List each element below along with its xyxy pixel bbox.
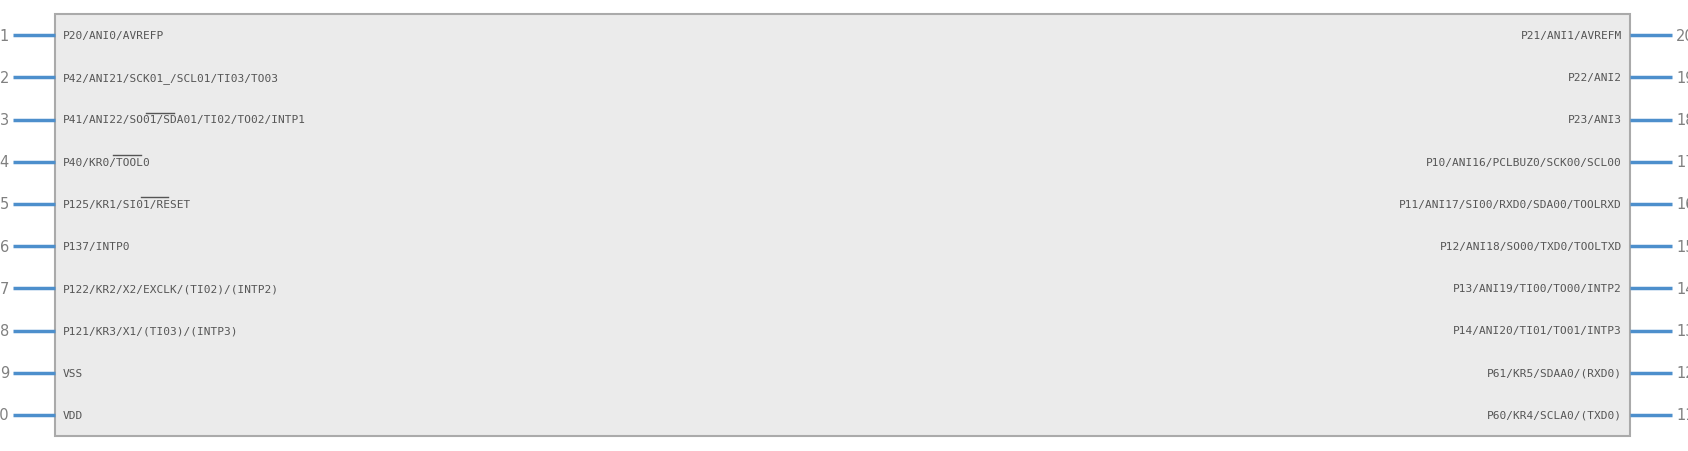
Text: 19: 19 <box>1676 71 1688 86</box>
Text: 14: 14 <box>1676 281 1688 296</box>
Text: 9: 9 <box>0 365 8 380</box>
Text: P125/KR1/SI01/RESET: P125/KR1/SI01/RESET <box>62 199 191 209</box>
Text: 13: 13 <box>1676 323 1688 338</box>
Text: P41/ANI22/SO01/SDA01/TI02/TO02/INTP1: P41/ANI22/SO01/SDA01/TI02/TO02/INTP1 <box>62 115 306 125</box>
Text: 16: 16 <box>1676 197 1688 212</box>
Text: 17: 17 <box>1676 155 1688 170</box>
Text: P40/KR0/TOOL0: P40/KR0/TOOL0 <box>62 157 150 167</box>
Text: 1: 1 <box>0 28 8 43</box>
Text: P21/ANI1/AVREFM: P21/ANI1/AVREFM <box>1521 31 1622 41</box>
Text: 3: 3 <box>0 113 8 128</box>
Text: 8: 8 <box>0 323 8 338</box>
Text: 10: 10 <box>0 408 8 423</box>
Text: P23/ANI3: P23/ANI3 <box>1568 115 1622 125</box>
Text: P20/ANI0/AVREFP: P20/ANI0/AVREFP <box>62 31 164 41</box>
Text: P137/INTP0: P137/INTP0 <box>62 242 130 252</box>
Text: P121/KR3/X1/(TI03)/(INTP3): P121/KR3/X1/(TI03)/(INTP3) <box>62 326 238 336</box>
Text: P122/KR2/X2/EXCLK/(TI02)/(INTP2): P122/KR2/X2/EXCLK/(TI02)/(INTP2) <box>62 284 279 294</box>
Text: P22/ANI2: P22/ANI2 <box>1568 73 1622 83</box>
Text: 15: 15 <box>1676 239 1688 254</box>
Text: P11/ANI17/SI00/RXD0/SDA00/TOOLRXD: P11/ANI17/SI00/RXD0/SDA00/TOOLRXD <box>1399 199 1622 209</box>
Text: P12/ANI18/SO00/TXD0/TOOLTXD: P12/ANI18/SO00/TXD0/TOOLTXD <box>1440 242 1622 252</box>
Text: 4: 4 <box>0 155 8 170</box>
Text: VSS: VSS <box>62 368 83 378</box>
Text: 20: 20 <box>1676 28 1688 43</box>
Text: 2: 2 <box>0 71 8 86</box>
Text: 18: 18 <box>1676 113 1688 128</box>
Text: P42/ANI21/SCK01_/SCL01/TI03/TO03: P42/ANI21/SCK01_/SCL01/TI03/TO03 <box>62 73 279 83</box>
Text: P61/KR5/SDAA0/(RXD0): P61/KR5/SDAA0/(RXD0) <box>1487 368 1622 378</box>
Text: 12: 12 <box>1676 365 1688 380</box>
Text: P10/ANI16/PCLBUZ0/SCK00/SCL00: P10/ANI16/PCLBUZ0/SCK00/SCL00 <box>1426 157 1622 167</box>
Text: 11: 11 <box>1676 408 1688 423</box>
Text: P60/KR4/SCLA0/(TXD0): P60/KR4/SCLA0/(TXD0) <box>1487 410 1622 420</box>
Text: 7: 7 <box>0 281 8 296</box>
Text: 5: 5 <box>0 197 8 212</box>
Text: P13/ANI19/TI00/TO00/INTP2: P13/ANI19/TI00/TO00/INTP2 <box>1453 284 1622 294</box>
Text: 6: 6 <box>0 239 8 254</box>
Text: VDD: VDD <box>62 410 83 420</box>
Text: P14/ANI20/TI01/TO01/INTP3: P14/ANI20/TI01/TO01/INTP3 <box>1453 326 1622 336</box>
